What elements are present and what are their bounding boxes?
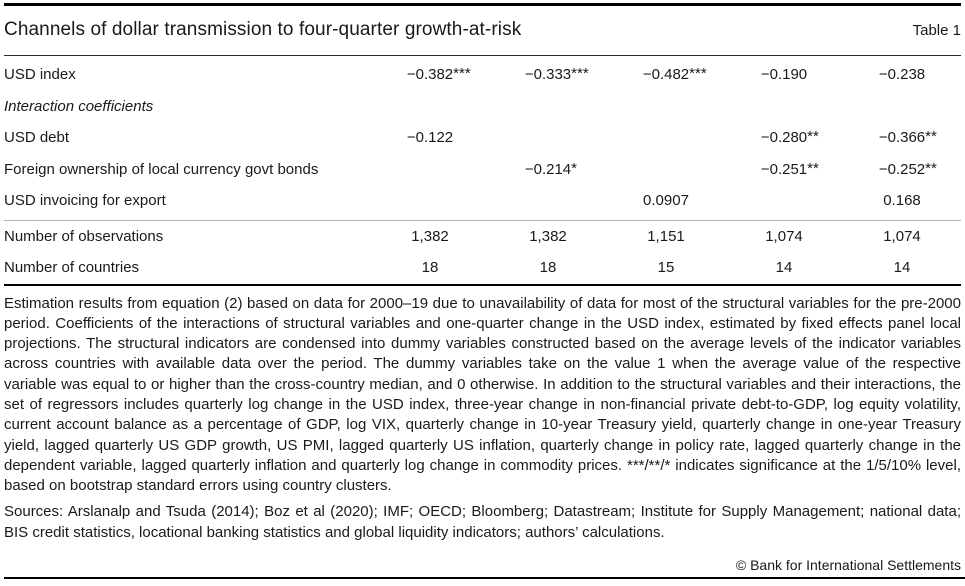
cell-value: −0.382 ***	[406, 65, 471, 84]
cell-value: 18	[421, 259, 439, 277]
footer-row: © Bank for International Settlements	[4, 553, 961, 577]
table-cell: −0.214 *	[489, 159, 607, 178]
significance-stars: **	[807, 128, 819, 146]
cell-value: −0.251 **	[760, 159, 819, 178]
table-cell: 1,151	[607, 228, 725, 245]
cell-value: 15	[657, 259, 675, 277]
table-cell: −0.251 **	[725, 159, 843, 178]
table-cell: −0.382 ***	[371, 65, 489, 84]
table-cell: −0.333 ***	[489, 65, 607, 84]
table-title: Channels of dollar transmission to four-…	[4, 19, 522, 40]
table-cell: −0.122	[371, 129, 489, 146]
table-cell: 14	[843, 259, 961, 276]
table-bottom-rule	[4, 283, 961, 286]
cell-value: 1,074	[765, 227, 803, 245]
table-row: USD index −0.382 *** −0.333 *** −0.482 *** −0.1…	[4, 59, 961, 91]
cell-value: 14	[893, 259, 911, 277]
table-cell: 1,074	[843, 228, 961, 245]
sources-note: Sources: Arslanalp and Tsuda (2014); Boz…	[4, 503, 961, 541]
section-row: Interaction coefficients	[4, 91, 961, 123]
bottom-rule	[4, 577, 965, 579]
cell-value: −0.482 ***	[642, 65, 707, 84]
significance-stars: ***	[689, 65, 707, 83]
cell-value: −0.214 *	[524, 159, 577, 178]
table-cell: −0.238	[843, 66, 961, 83]
table-header: Channels of dollar transmission to four-…	[4, 6, 961, 55]
significance-stars: *	[571, 159, 577, 177]
estimation-notes: Estimation results from equation (2) bas…	[4, 294, 961, 495]
cell-value: −0.238	[878, 66, 926, 84]
row-divider	[4, 219, 961, 221]
row-label: USD index	[4, 66, 76, 84]
row-label: Interaction coefficients	[4, 97, 154, 115]
table-row: USD invoicing for export 0.0907 0.168	[4, 185, 961, 217]
header-rule	[4, 54, 961, 56]
cell-value: 0.0907	[643, 192, 689, 210]
cell-value: −0.190	[760, 66, 808, 84]
significance-stars: **	[807, 159, 819, 177]
significance-stars: **	[925, 128, 937, 146]
cell-value: −0.333 ***	[524, 65, 589, 84]
cell-value: −0.252 **	[878, 159, 937, 178]
table-cell: 18	[371, 259, 489, 276]
significance-stars: **	[925, 159, 937, 177]
table-row: USD debt −0.122 −0.280 ** −0.366 **	[4, 122, 961, 154]
table-cell: 0.0907	[607, 192, 725, 209]
table-cell: −0.482 ***	[607, 65, 725, 84]
row-label: USD debt	[4, 129, 70, 147]
significance-stars: ***	[571, 65, 589, 83]
table-row: Foreign ownership of local currency govt…	[4, 154, 961, 186]
table-row: Number of observations 1,382 1,382 1,151 1,0…	[4, 221, 961, 253]
table-cell: 0.168	[843, 192, 961, 209]
table-cell: −0.366 **	[843, 128, 961, 147]
table-number-label: Table 1	[912, 21, 961, 39]
table-cell: −0.252 **	[843, 159, 961, 178]
cell-value: 1,074	[883, 227, 921, 245]
cell-value: 1,151	[647, 227, 685, 245]
cell-value: 0.168	[883, 192, 921, 210]
row-label: Number of countries	[4, 259, 140, 277]
table-cell: −0.280 **	[725, 128, 843, 147]
significance-stars: ***	[453, 65, 471, 83]
row-label: Foreign ownership of local currency govt…	[4, 160, 319, 178]
results-table: USD index −0.382 *** −0.333 *** −0.482 *** −0.1…	[4, 56, 961, 284]
cell-value: 1,382	[411, 227, 449, 245]
table-cell: −0.190	[725, 66, 843, 83]
table-cell: 15	[607, 259, 725, 276]
cell-value: 14	[775, 259, 793, 277]
cell-value: −0.280 **	[760, 128, 819, 147]
cell-value: −0.366 **	[878, 128, 937, 147]
table-cell: 14	[725, 259, 843, 276]
table-cell: 1,382	[371, 228, 489, 245]
top-rule	[4, 3, 961, 6]
row-label: USD invoicing for export	[4, 192, 166, 210]
cell-value: 1,382	[529, 227, 567, 245]
cell-value: −0.122	[406, 129, 454, 147]
copyright-notice: © Bank for International Settlements	[735, 557, 961, 574]
table-cell: 1,074	[725, 228, 843, 245]
cell-value: 18	[539, 259, 557, 277]
table-cell: 18	[489, 259, 607, 276]
table-cell: 1,382	[489, 228, 607, 245]
table-row: Number of countries 18 18 15 14 14	[4, 252, 961, 284]
row-label: Number of observations	[4, 227, 164, 245]
